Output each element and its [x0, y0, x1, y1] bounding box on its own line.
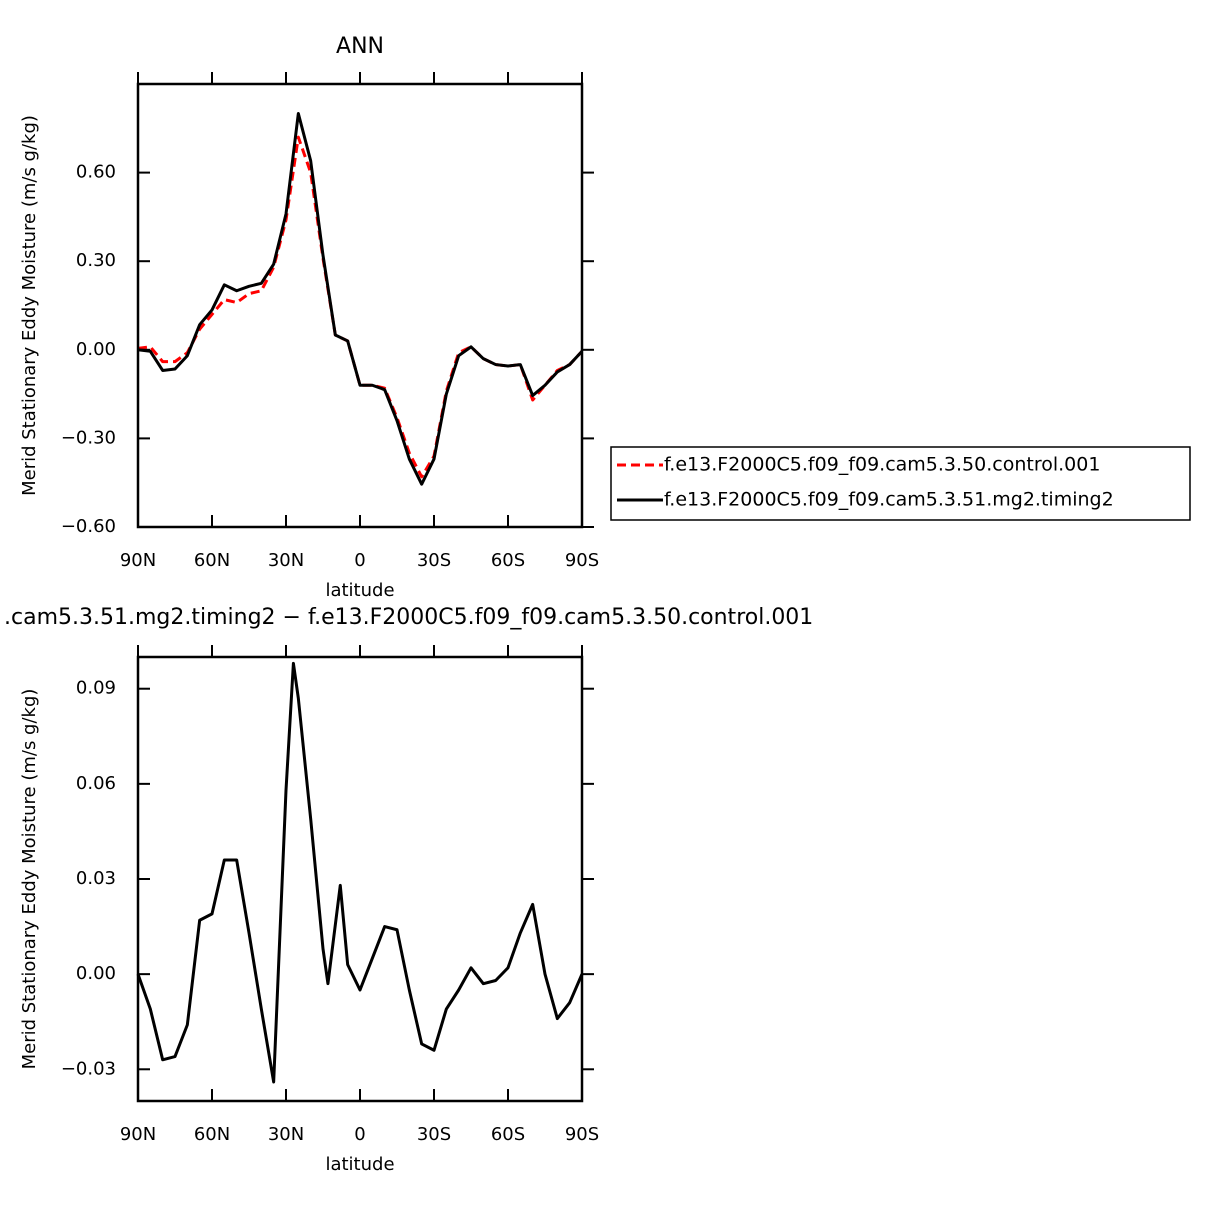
x-tick-label: 90N	[120, 550, 156, 571]
y-axis-label: Merid Stationary Eddy Moisture (m/s g/kg…	[19, 689, 40, 1070]
x-tick-label: 30N	[268, 1124, 304, 1145]
x-tick-label: 0	[354, 550, 365, 571]
plot-frame	[136, 82, 584, 529]
x-tick-label: 90S	[565, 1124, 599, 1145]
legend-label: f.e13.F2000C5.f09_f09.cam5.3.50.control.…	[664, 454, 1100, 476]
chart-title: ANN	[336, 34, 384, 59]
x-tick-label: 30S	[417, 1124, 451, 1145]
y-tick-label: 0.09	[76, 678, 116, 699]
data-line	[136, 661, 584, 1084]
x-axis-label: latitude	[325, 580, 394, 601]
x-tick-label: 30N	[268, 550, 304, 571]
legend-label: f.e13.F2000C5.f09_f09.cam5.3.51.mg2.timi…	[664, 489, 1114, 511]
y-tick-label: 0.00	[76, 963, 116, 984]
y-tick-label: −0.60	[61, 516, 116, 537]
y-tick-label: 0.03	[76, 868, 116, 889]
y-tick-label: −0.30	[61, 427, 116, 448]
y-tick-label: 0.00	[76, 339, 116, 360]
chart-title: .cam5.3.51.mg2.timing2 − f.e13.F2000C5.f…	[4, 605, 813, 630]
x-tick-label: 90S	[565, 550, 599, 571]
x-tick-label: 30S	[417, 550, 451, 571]
legend-box	[610, 446, 1191, 521]
plot-frame	[136, 655, 584, 1103]
x-tick-label: 60N	[194, 1124, 230, 1145]
x-axis-label: latitude	[325, 1154, 394, 1175]
data-line	[137, 135, 584, 479]
y-tick-label: −0.03	[61, 1058, 116, 1079]
x-tick-label: 60S	[491, 550, 525, 571]
x-tick-label: 60S	[491, 1124, 525, 1145]
x-tick-label: 90N	[120, 1124, 156, 1145]
x-tick-label: 0	[354, 1124, 365, 1145]
y-axis-label: Merid Stationary Eddy Moisture (m/s g/kg…	[19, 115, 40, 496]
y-tick-label: 0.60	[76, 162, 116, 183]
x-tick-label: 60N	[194, 550, 230, 571]
data-line	[137, 112, 584, 486]
y-tick-label: 0.06	[76, 773, 116, 794]
y-tick-label: 0.30	[76, 250, 116, 271]
